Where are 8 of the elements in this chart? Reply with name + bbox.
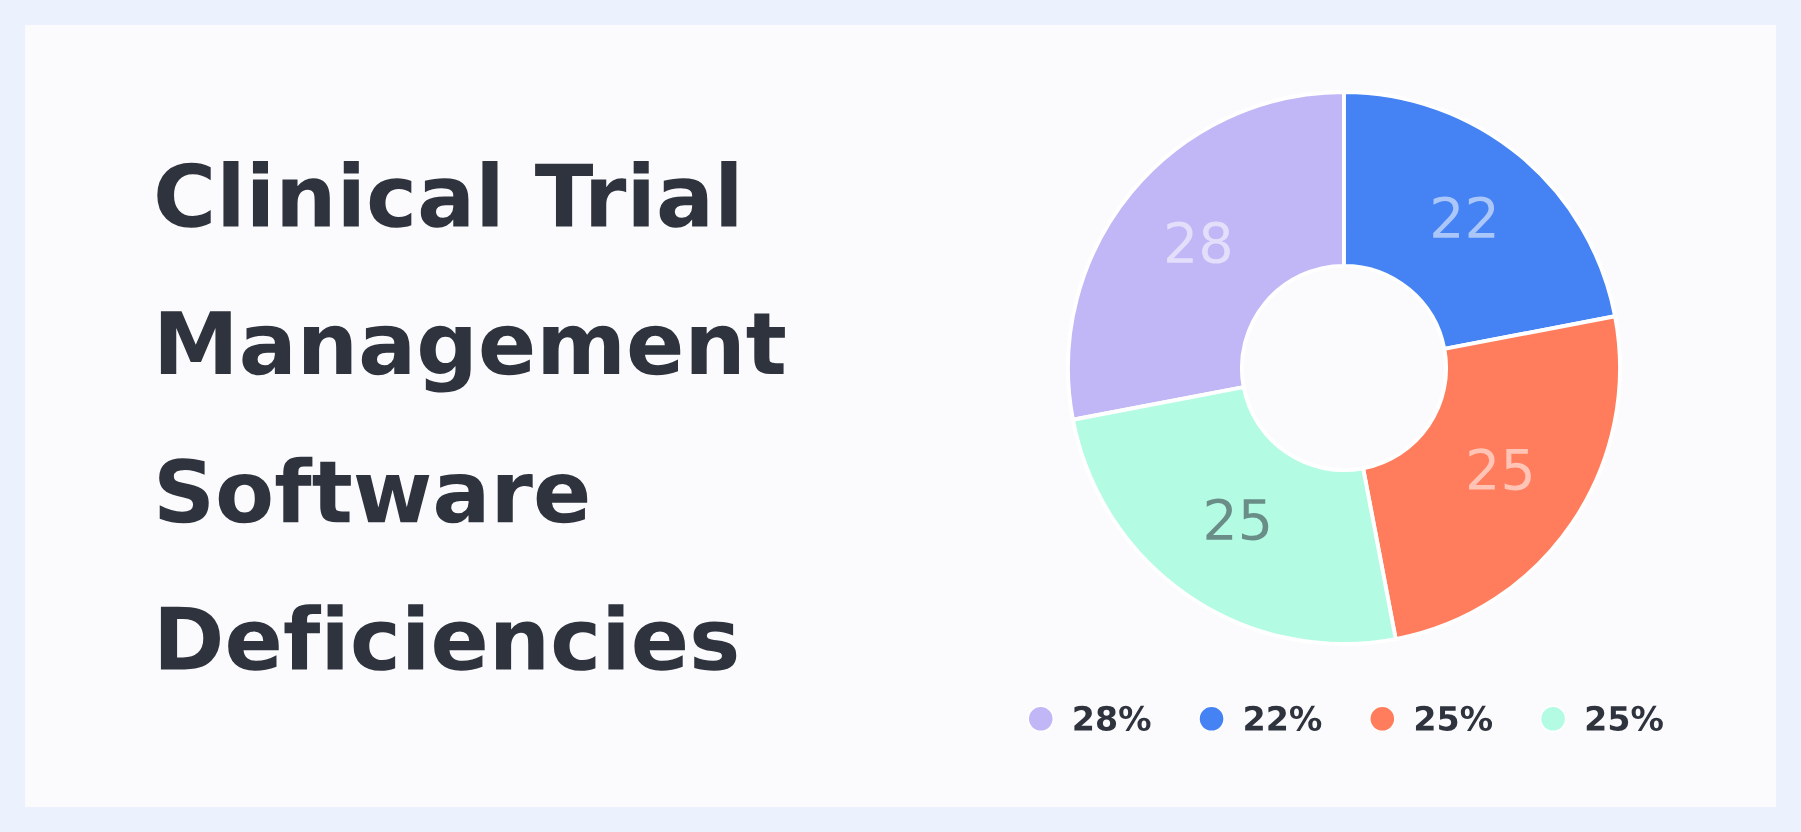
legend-label: 25% bbox=[1586, 705, 1663, 731]
legend-label: 22% bbox=[1245, 705, 1322, 731]
data-label: 25 bbox=[1206, 498, 1269, 541]
data-label: 25 bbox=[1469, 448, 1531, 491]
legend-label: 25% bbox=[1415, 705, 1493, 731]
data-label: 22 bbox=[1433, 196, 1495, 238]
legend-label: 28% bbox=[1074, 705, 1151, 731]
text: Clinical Trial Management Software Deficiencies bbox=[157, 161, 785, 671]
